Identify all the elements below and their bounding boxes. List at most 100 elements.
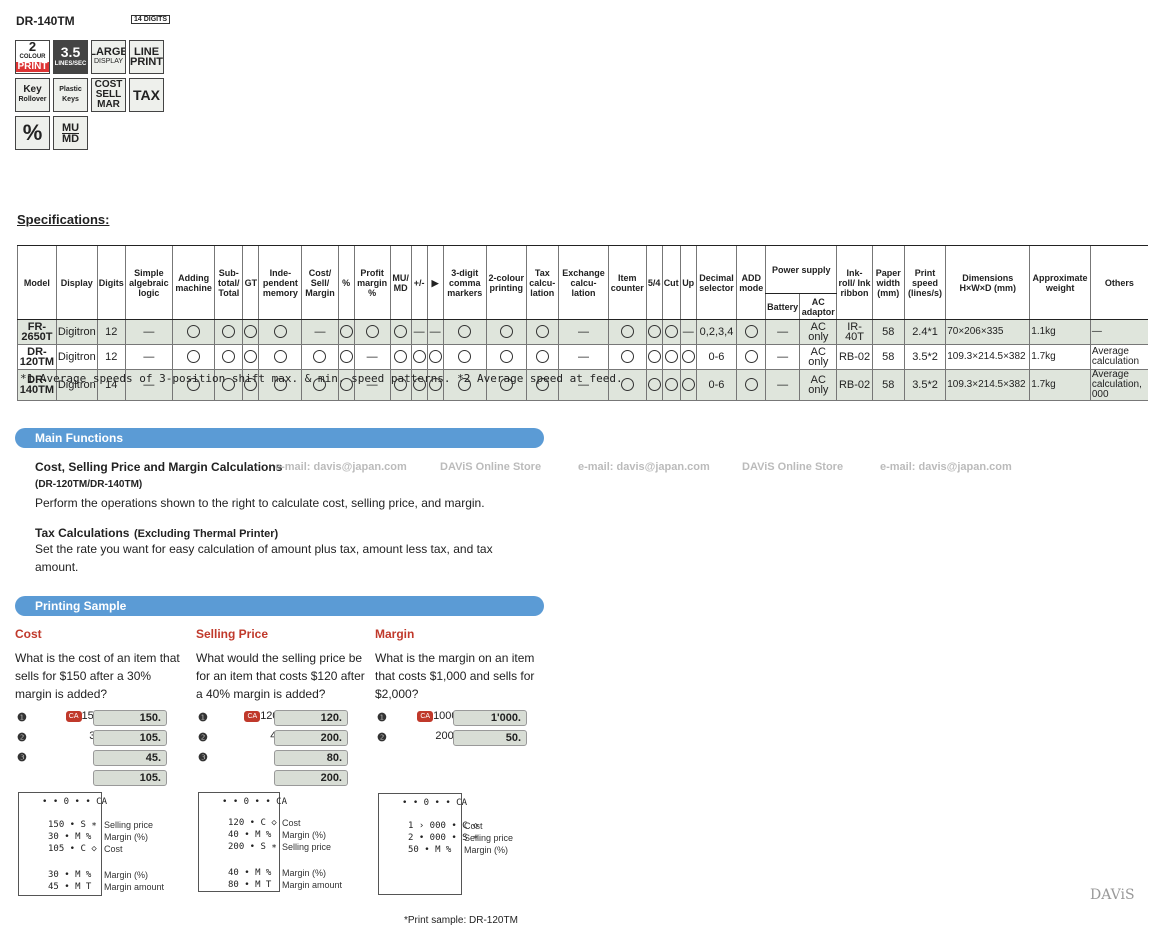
table-cell	[645, 344, 663, 370]
table-cell: AC only	[799, 344, 837, 370]
display-value: 105.	[93, 730, 167, 746]
specifications-table: Model Display Digits Simple algebraic logic…	[17, 245, 1148, 401]
step-number: ❶	[198, 712, 208, 724]
print-speed-icon: 3.5 LINES/SEC	[53, 40, 88, 74]
display-value: 80.	[274, 750, 348, 766]
spec-footnote: *1 Average speeds of 3-position shift ma…	[20, 372, 623, 385]
tape-annotation: Margin (%)	[464, 845, 509, 855]
table-cell	[645, 319, 663, 345]
table-cell: 0,2,3,4	[695, 319, 737, 345]
printing-sample-bar: Printing Sample	[15, 596, 544, 616]
specifications-heading: Specifications:	[17, 212, 110, 227]
table-cell: Average calculation, 000	[1089, 369, 1148, 401]
table-cell: —	[353, 369, 391, 401]
tape-line: 150 • S ∗	[48, 820, 97, 830]
tape-annotation: Cost	[104, 844, 123, 854]
display-value: 1'000.	[453, 710, 527, 726]
tape-annotation: Selling price	[104, 820, 154, 830]
table-cell	[389, 344, 412, 370]
tape-line: • • 0 • • CA	[402, 798, 468, 808]
table-cell: 0-6	[695, 369, 737, 401]
table-cell	[442, 319, 487, 345]
table-header: MU/ MD	[389, 245, 412, 320]
circle-mark-icon	[681, 377, 695, 391]
tape-line: 30 • M %	[48, 832, 92, 842]
watermark: e-mail: davis@japan.com	[880, 461, 1012, 473]
table-header: Up	[679, 245, 697, 320]
table-header: ▶	[426, 245, 444, 320]
step-number: ❶	[377, 712, 387, 724]
circle-mark-icon	[499, 324, 513, 338]
table-cell: 1.1kg	[1029, 319, 1091, 345]
circle-mark-icon	[273, 349, 287, 363]
sample-title: Cost	[15, 627, 42, 641]
circle-mark-icon	[535, 324, 549, 338]
table-header: +/-	[410, 245, 428, 320]
circle-mark-icon	[428, 349, 442, 363]
table-cell	[525, 319, 559, 345]
tax-calc-heading: Tax Calculations (Excluding Thermal Prin…	[35, 524, 278, 542]
circle-mark-icon	[222, 377, 236, 391]
table-cell	[214, 319, 243, 345]
tape-line: 80 • M T	[228, 880, 272, 890]
table-cell: 70×206×335	[945, 319, 1030, 345]
sample-question: What is the cost of an item that sells f…	[15, 651, 180, 701]
table-cell	[337, 369, 355, 401]
tape-annotation: Margin amount	[282, 880, 343, 890]
table-header: Approximate weight	[1029, 245, 1091, 320]
circle-mark-icon	[744, 324, 758, 338]
table-cell	[485, 369, 527, 401]
ca-key-icon: CA	[417, 710, 434, 722]
table-cell	[485, 344, 527, 370]
display-value: 45.	[93, 750, 167, 766]
table-header: Ink-roll/ Ink ribbon	[836, 245, 873, 320]
circle-mark-icon	[339, 349, 353, 363]
table-subheader: AC adaptor	[799, 293, 837, 320]
table-cell	[661, 319, 681, 345]
table-cell: DR-120TM	[17, 344, 57, 370]
table-cell: —	[124, 369, 173, 401]
circle-mark-icon	[647, 377, 661, 391]
table-cell: —	[558, 369, 609, 401]
tax-calc-text: Set the rate you want for easy calculati…	[35, 542, 493, 574]
tape-annotation: Selling price	[464, 833, 514, 843]
circle-mark-icon	[458, 377, 472, 391]
table-cell: Digitron	[55, 369, 98, 401]
table-header: Model	[17, 245, 57, 320]
table-cell: 58	[871, 369, 905, 401]
table-cell	[171, 319, 215, 345]
step-number: ❸	[198, 752, 208, 764]
table-cell	[736, 369, 766, 401]
mu-md-icon: MU MD	[53, 116, 88, 150]
table-row: FR-2650T Digitron 12— — — — — —0,2,3,4— AC only I…	[17, 319, 1148, 345]
circle-mark-icon	[620, 377, 634, 391]
tape-line: 2 • 000 • S ∗	[408, 833, 479, 843]
key-input: 1000	[433, 710, 458, 722]
table-cell	[242, 369, 259, 401]
table-header: Digits	[96, 245, 126, 320]
table-cell: —	[124, 344, 173, 370]
table-cell	[301, 344, 339, 370]
circle-mark-icon	[187, 377, 201, 391]
circle-mark-icon	[664, 324, 678, 338]
printout-tape	[378, 793, 462, 895]
table-header: Others	[1089, 245, 1148, 320]
table-header: Print speed (lines/s)	[903, 245, 946, 320]
table-cell	[645, 369, 663, 401]
table-cell: 0-6	[695, 344, 737, 370]
tape-annotation: Margin (%)	[282, 830, 327, 840]
table-cell	[442, 344, 487, 370]
table-cell: —	[679, 319, 697, 345]
tax-calc-sub: (Excluding Thermal Printer)	[133, 528, 279, 540]
circle-mark-icon	[365, 324, 379, 338]
tape-line: 45 • M T	[48, 882, 92, 892]
circle-mark-icon	[428, 377, 442, 391]
sample-title: Margin	[375, 627, 415, 641]
table-cell	[410, 344, 428, 370]
table-row: DR-140TM Digitron 14— — —0-6— AC only RB-02 58 3…	[17, 369, 1148, 401]
tape-line: 1 › 000 • C ◇	[408, 821, 479, 831]
circle-mark-icon	[222, 324, 236, 338]
table-header: Cost/ Sell/ Margin	[301, 245, 339, 320]
davis-logo: DAViS	[1090, 887, 1135, 903]
table-cell	[258, 319, 302, 345]
